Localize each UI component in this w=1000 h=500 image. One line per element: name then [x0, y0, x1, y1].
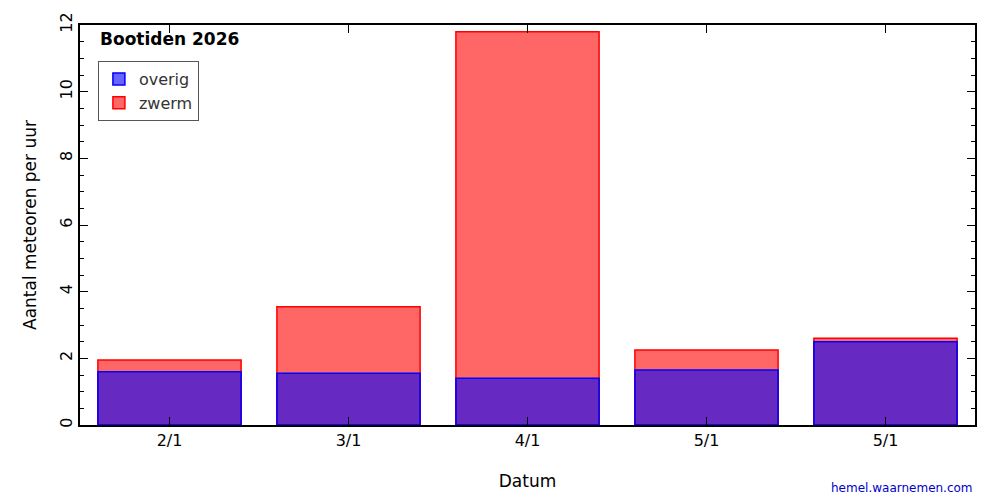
svg-text:3/1: 3/1 — [336, 431, 362, 450]
svg-text:6: 6 — [57, 218, 76, 228]
svg-text:zwerm: zwerm — [139, 94, 192, 113]
svg-text:5/1: 5/1 — [873, 431, 899, 450]
svg-text:12: 12 — [57, 12, 76, 32]
svg-text:2/1: 2/1 — [157, 431, 183, 450]
svg-text:10: 10 — [57, 79, 76, 99]
svg-text:hemel.waarnemen.com: hemel.waarnemen.com — [831, 481, 973, 495]
svg-text:5/1: 5/1 — [694, 431, 720, 450]
svg-text:8: 8 — [57, 151, 76, 161]
svg-text:Datum: Datum — [499, 471, 557, 491]
svg-text:Bootiden 2026: Bootiden 2026 — [100, 29, 239, 49]
svg-text:4: 4 — [57, 284, 76, 294]
svg-text:Aantal meteoren per uur: Aantal meteoren per uur — [20, 120, 40, 330]
svg-text:overig: overig — [139, 70, 189, 89]
svg-text:4/1: 4/1 — [515, 431, 541, 450]
svg-text:2: 2 — [57, 351, 76, 361]
svg-text:0: 0 — [57, 418, 76, 428]
